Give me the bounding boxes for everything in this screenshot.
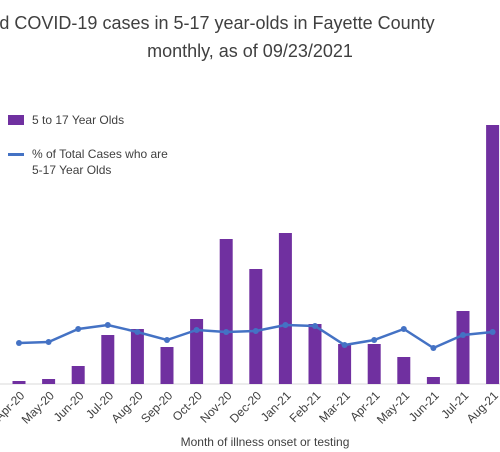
bar (160, 347, 174, 384)
legend-swatch (8, 115, 24, 125)
line-point (223, 329, 230, 335)
bar (71, 366, 85, 384)
line-point (16, 340, 22, 346)
x-tick-label: May-21 (374, 388, 412, 426)
line-point (164, 337, 170, 343)
legend-label: % of Total Cases who are 5-17 Year Olds (32, 147, 168, 177)
bar (456, 311, 470, 384)
bar (12, 381, 26, 384)
line-point (460, 332, 466, 338)
bar (219, 239, 233, 384)
x-axis-label: Month of illness onset or testing (181, 435, 350, 449)
legend: 5 to 17 Year Olds % of Total Cases who ar… (8, 112, 172, 196)
x-tick-label: Nov-20 (197, 388, 234, 425)
chart-title: Reported COVID-19 cases in 5-17 year-old… (0, 13, 435, 33)
line-point (371, 337, 378, 343)
legend-swatch (8, 153, 24, 156)
line-point (312, 323, 318, 329)
x-tick-label: Mar-21 (316, 388, 353, 425)
line-point (193, 327, 200, 333)
bar (397, 357, 411, 384)
line-point (134, 329, 141, 335)
bar (367, 344, 381, 384)
line-point (252, 328, 259, 334)
line-point (430, 345, 437, 351)
bar (42, 379, 56, 384)
x-tick-label: Dec-20 (227, 388, 264, 425)
bar (190, 319, 204, 384)
chart-subtitle: monthly, as of 09/23/2021 (147, 41, 353, 61)
x-tick-label: Jun-21 (406, 388, 442, 424)
bar (486, 125, 500, 384)
x-tick-label: Sep-20 (138, 388, 175, 425)
bar (338, 344, 352, 384)
bar (426, 377, 440, 384)
line-point (104, 322, 111, 328)
line-point (341, 342, 348, 348)
bar (278, 233, 292, 384)
x-tick-label: May-20 (19, 388, 57, 426)
bar (101, 335, 115, 384)
bar (249, 269, 263, 384)
x-tick-label: Jun-20 (51, 388, 87, 424)
legend-label: 5 to 17 Year Olds (32, 113, 125, 127)
line-point (400, 326, 407, 332)
x-tick-label: Feb-21 (287, 388, 324, 425)
line-point (282, 322, 289, 328)
line-point (489, 329, 496, 335)
legend-item: % of Total Cases who are 5-17 Year Olds (8, 146, 172, 178)
line-point (75, 326, 82, 332)
x-tick-label: Aug-20 (108, 388, 145, 425)
legend-item: 5 to 17 Year Olds (8, 112, 172, 128)
line-point (45, 339, 52, 345)
bar (308, 324, 322, 384)
x-tick-label: Aug-21 (464, 388, 500, 425)
bar (130, 329, 144, 384)
x-tick-label: Jan-21 (258, 388, 294, 424)
